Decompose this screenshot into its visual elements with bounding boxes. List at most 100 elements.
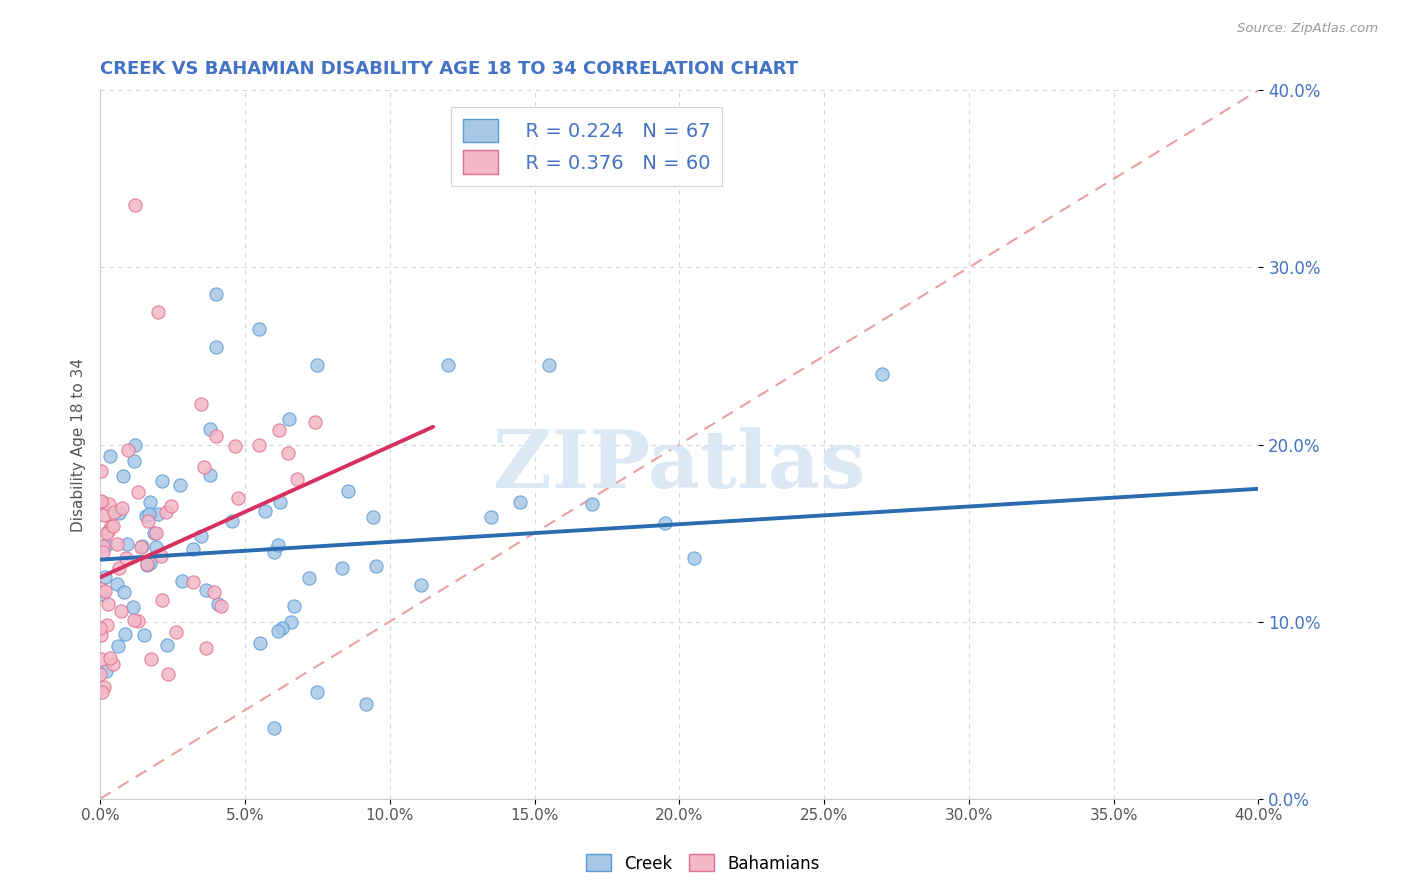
Point [96, 617, 118, 632]
Point [94, 665, 117, 679]
Point [117, 537, 139, 551]
Point [93, 680, 115, 694]
Point [537, 358, 560, 372]
Point [278, 412, 301, 426]
Text: Source: ZipAtlas.com: Source: ZipAtlas.com [1237, 22, 1378, 36]
Point [870, 367, 893, 381]
Point [205, 428, 228, 442]
Point [91, 545, 114, 559]
Point [96, 525, 118, 540]
Point [254, 504, 277, 518]
Point [581, 497, 603, 511]
Point [202, 585, 225, 599]
Point [122, 454, 145, 468]
Point [270, 621, 292, 635]
Point [90, 464, 112, 478]
Point [145, 526, 167, 541]
Point [224, 439, 246, 453]
Point [183, 574, 205, 589]
Point [479, 510, 502, 524]
Point [90, 495, 112, 509]
Point [682, 551, 704, 566]
Point [307, 685, 329, 699]
Point [361, 510, 384, 524]
Point [124, 198, 146, 212]
Point [298, 571, 321, 585]
Point [100, 449, 122, 463]
Point [136, 514, 159, 528]
Point [205, 287, 228, 301]
Point [266, 538, 288, 552]
Point [138, 507, 160, 521]
Point [108, 506, 131, 520]
Point [330, 561, 353, 575]
Point [207, 597, 229, 611]
Point [93, 508, 115, 522]
Point [124, 438, 146, 452]
Point [105, 577, 128, 591]
Point [91, 587, 114, 601]
Point [205, 340, 228, 354]
Point [150, 592, 173, 607]
Point [112, 585, 135, 599]
Point [100, 650, 122, 665]
Point [172, 574, 194, 589]
Point [165, 625, 187, 640]
Point [285, 472, 308, 486]
Point [194, 641, 217, 656]
Y-axis label: Disability Age 18 to 34: Disability Age 18 to 34 [72, 358, 86, 532]
Legend:   R = 0.224   N = 67,   R = 0.376   N = 60: R = 0.224 N = 67, R = 0.376 N = 60 [451, 107, 723, 186]
Point [111, 468, 134, 483]
Point [366, 559, 388, 574]
Point [132, 628, 155, 642]
Point [139, 495, 162, 509]
Point [101, 657, 124, 672]
Point [94, 584, 117, 599]
Point [155, 505, 177, 519]
Point [89, 621, 111, 635]
Point [107, 561, 129, 575]
Point [267, 624, 290, 638]
Point [247, 322, 270, 336]
Point [101, 519, 124, 533]
Point [139, 556, 162, 570]
Point [131, 539, 153, 553]
Point [509, 494, 531, 508]
Point [129, 540, 152, 554]
Point [146, 507, 169, 521]
Point [209, 599, 232, 614]
Point [127, 614, 149, 628]
Point [267, 423, 290, 437]
Point [221, 514, 243, 528]
Point [280, 615, 302, 630]
Point [157, 666, 180, 681]
Point [247, 437, 270, 451]
Point [100, 518, 122, 533]
Point [142, 525, 165, 540]
Point [135, 509, 157, 524]
Point [145, 540, 167, 554]
Point [98, 497, 121, 511]
Point [97, 524, 120, 538]
Point [139, 652, 162, 666]
Point [93, 539, 115, 553]
Point [103, 505, 125, 519]
Point [654, 516, 676, 530]
Point [436, 358, 458, 372]
Point [115, 551, 138, 566]
Point [124, 613, 146, 627]
Point [114, 627, 136, 641]
Point [356, 698, 378, 712]
Point [94, 538, 117, 552]
Text: CREEK VS BAHAMIAN DISABILITY AGE 18 TO 34 CORRELATION CHART: CREEK VS BAHAMIAN DISABILITY AGE 18 TO 3… [100, 60, 799, 78]
Point [105, 537, 128, 551]
Point [90, 582, 112, 596]
Point [89, 666, 111, 681]
Point [149, 549, 172, 563]
Point [193, 460, 215, 475]
Point [181, 542, 204, 557]
Point [90, 628, 112, 642]
Point [117, 442, 139, 457]
Point [160, 499, 183, 513]
Point [307, 358, 329, 372]
